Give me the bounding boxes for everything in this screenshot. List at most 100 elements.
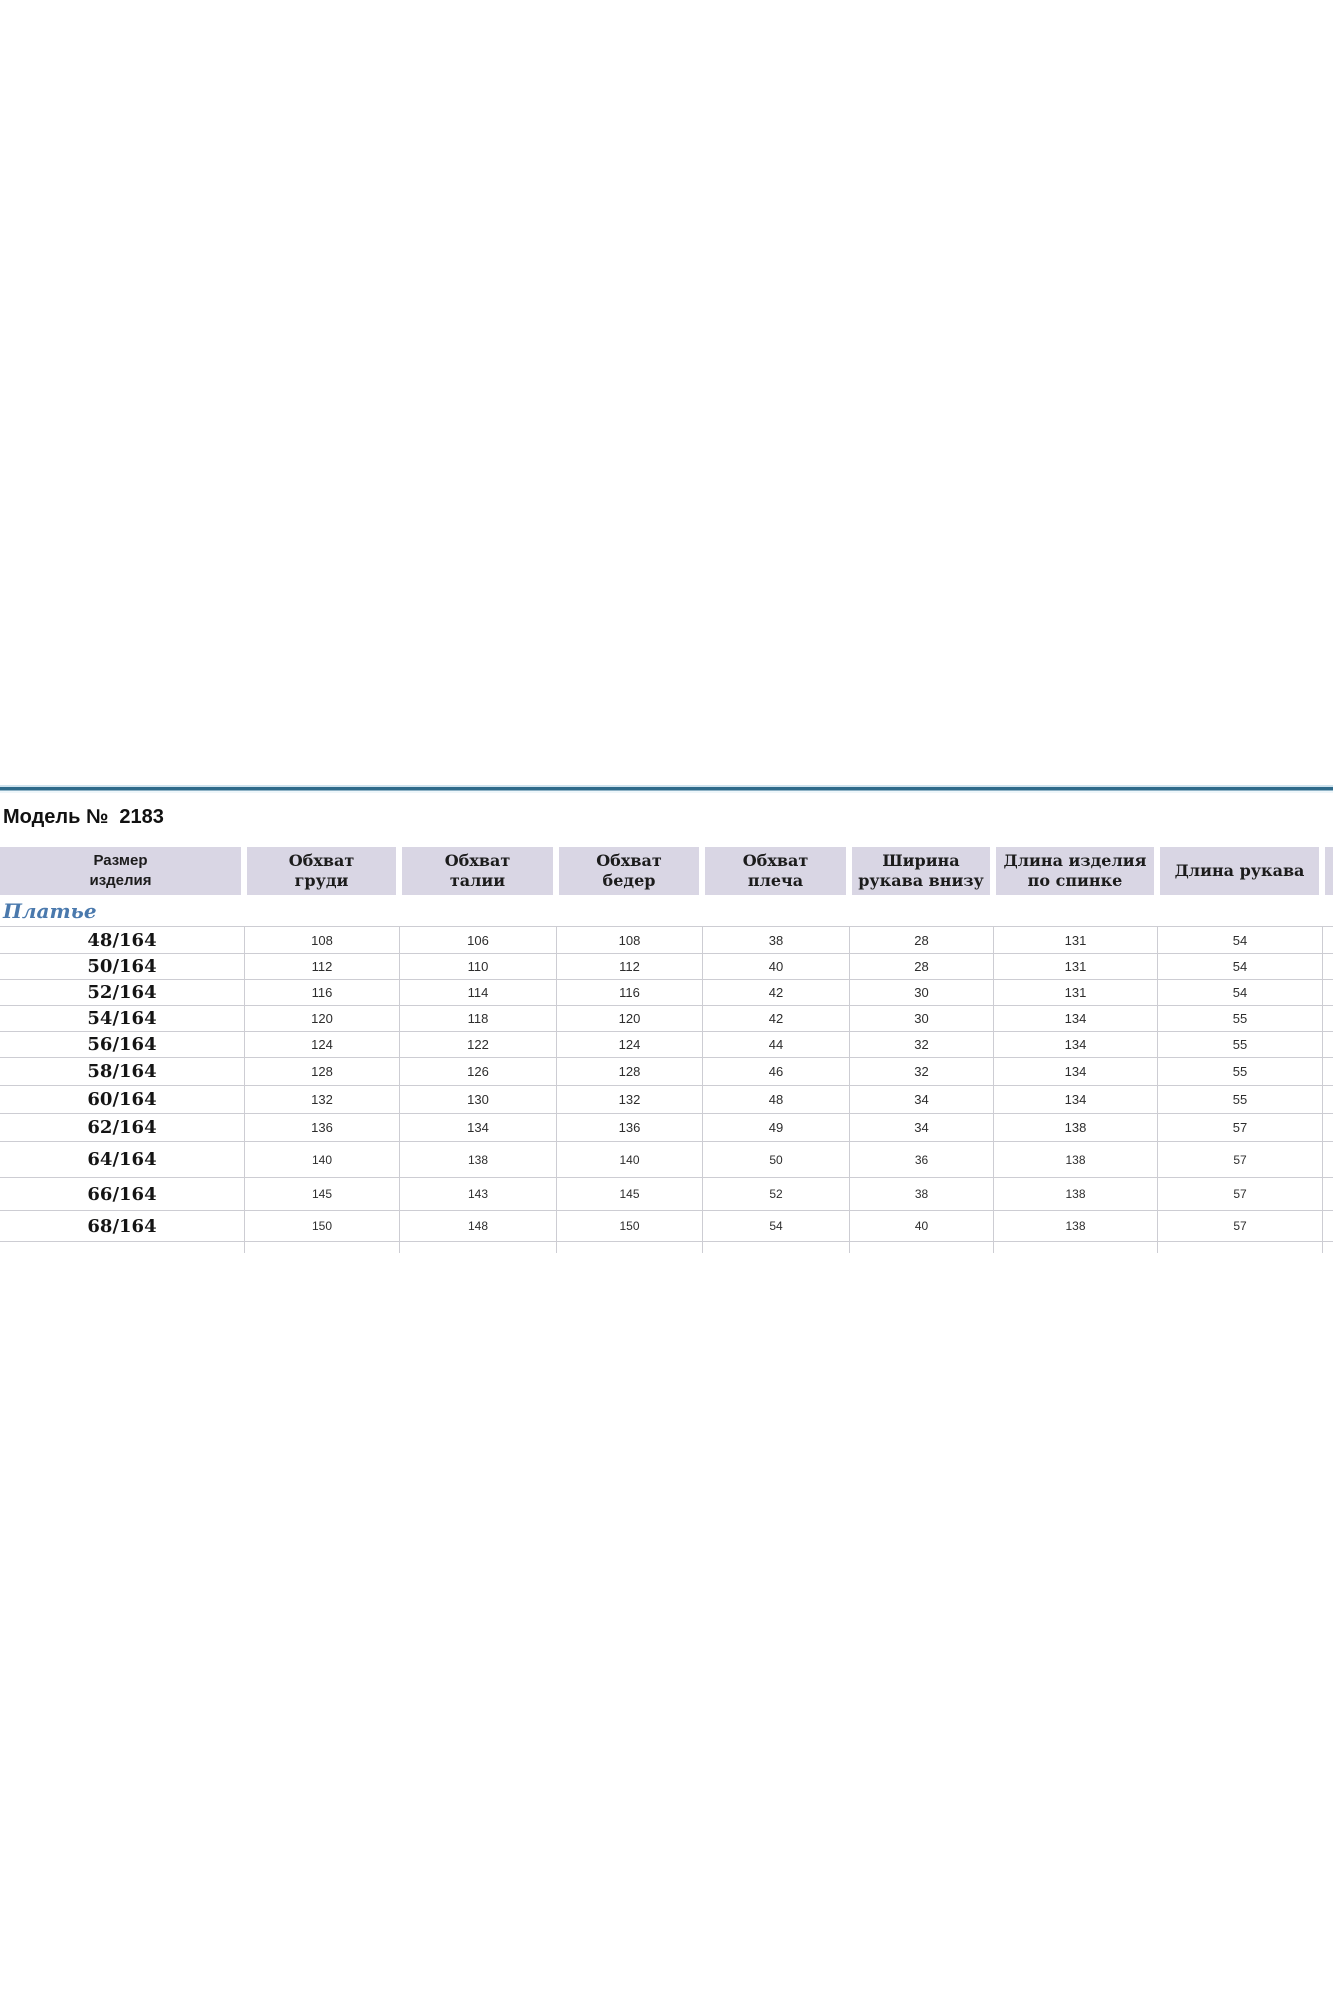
divider-line	[0, 787, 1333, 790]
stub-cell	[244, 1242, 399, 1253]
measurement-cell: 38	[849, 1178, 993, 1210]
measurement-cell: 112	[556, 954, 702, 979]
size-cell: 60/164	[87, 1089, 157, 1110]
size-cell: 54/164	[87, 1008, 157, 1029]
measurement-cell: 110	[399, 954, 556, 979]
measurement-cell: 57	[1157, 1211, 1322, 1241]
measurement-cell: 138	[993, 1114, 1157, 1141]
table-row: 52/164 116 114 116 42 30 131 54	[0, 980, 1333, 1006]
measurement-cell: 57	[1157, 1178, 1322, 1210]
row-sliver-cell	[1322, 1211, 1333, 1241]
measurement-cell: 42	[702, 1006, 849, 1031]
table-row: 62/164 136 134 136 49 34 138 57	[0, 1114, 1333, 1142]
column-header-7: Длина изделия по спинке	[993, 847, 1157, 895]
measurement-cell: 118	[399, 1006, 556, 1031]
measurement-cell: 140	[244, 1142, 399, 1177]
measurement-cell: 134	[993, 1032, 1157, 1057]
table-row: 66/164 145 143 145 52 38 138 57	[0, 1178, 1333, 1211]
measurement-cell: 55	[1157, 1006, 1322, 1031]
measurement-cell: 54	[1157, 927, 1322, 953]
measurement-cell: 30	[849, 1006, 993, 1031]
measurement-cell: 38	[702, 927, 849, 953]
measurement-cell: 140	[556, 1142, 702, 1177]
column-header-sliver	[1322, 847, 1333, 895]
measurement-cell: 34	[849, 1114, 993, 1141]
size-cell: 64/164	[87, 1149, 157, 1170]
stub-cell	[556, 1242, 702, 1253]
measurement-cell: 34	[849, 1086, 993, 1113]
column-header-5: Обхват плеча	[702, 847, 849, 895]
measurement-cell: 138	[993, 1211, 1157, 1241]
measurement-cell: 40	[849, 1211, 993, 1241]
measurement-cell: 145	[556, 1178, 702, 1210]
divider-fade	[0, 791, 1333, 793]
row-sliver-cell	[1322, 954, 1333, 979]
measurement-cell: 128	[244, 1058, 399, 1085]
stub-cell	[1157, 1242, 1322, 1253]
table-body: 48/164 108 106 108 38 28 131 54 50/164 112 110 112 4…	[0, 927, 1333, 1242]
measurement-cell: 150	[556, 1211, 702, 1241]
divider-shadow	[0, 790, 1333, 791]
measurement-cell: 116	[556, 980, 702, 1005]
measurement-cell: 54	[1157, 954, 1322, 979]
measurement-cell: 143	[399, 1178, 556, 1210]
measurement-cell: 114	[399, 980, 556, 1005]
column-header-4: Обхват бедер	[556, 847, 702, 895]
measurement-cell: 138	[993, 1178, 1157, 1210]
measurement-cell: 150	[244, 1211, 399, 1241]
measurement-cell: 124	[244, 1032, 399, 1057]
column-header-8: Длина рукава	[1157, 847, 1322, 895]
stub-cell	[0, 1242, 244, 1253]
measurement-cell: 28	[849, 927, 993, 953]
measurement-cell: 48	[702, 1086, 849, 1113]
measurement-cell: 55	[1157, 1058, 1322, 1085]
table-row: 68/164 150 148 150 54 40 138 57	[0, 1211, 1333, 1242]
measurement-cell: 136	[244, 1114, 399, 1141]
size-cell: 68/164	[87, 1215, 157, 1237]
measurement-cell: 124	[556, 1032, 702, 1057]
measurement-cell: 120	[244, 1006, 399, 1031]
measurement-cell: 126	[399, 1058, 556, 1085]
measurement-cell: 28	[849, 954, 993, 979]
size-cell: 52/164	[87, 982, 157, 1003]
measurement-cell: 40	[702, 954, 849, 979]
measurement-cell: 112	[244, 954, 399, 979]
measurement-cell: 134	[993, 1086, 1157, 1113]
measurement-cell: 49	[702, 1114, 849, 1141]
measurement-cell: 108	[556, 927, 702, 953]
measurement-cell: 50	[702, 1142, 849, 1177]
measurement-cell: 46	[702, 1058, 849, 1085]
table-row: 60/164 132 130 132 48 34 134 55	[0, 1086, 1333, 1114]
table-row: 48/164 108 106 108 38 28 131 54	[0, 927, 1333, 954]
measurement-cell: 54	[1157, 980, 1322, 1005]
column-header-2: Обхват груди	[244, 847, 399, 895]
table-row: 58/164 128 126 128 46 32 134 55	[0, 1058, 1333, 1086]
row-sliver-cell	[1322, 1114, 1333, 1141]
size-cell: 50/164	[87, 956, 157, 977]
stub-cell	[702, 1242, 849, 1253]
measurement-cell: 132	[244, 1086, 399, 1113]
column-header-1: Размер изделия	[0, 847, 244, 895]
measurement-cell: 134	[993, 1058, 1157, 1085]
row-sliver-cell	[1322, 927, 1333, 953]
measurement-cell: 44	[702, 1032, 849, 1057]
measurement-cell: 122	[399, 1032, 556, 1057]
table-row: 56/164 124 122 124 44 32 134 55	[0, 1032, 1333, 1058]
measurement-cell: 134	[399, 1114, 556, 1141]
divider-highlight	[0, 785, 1333, 787]
stub-cell	[399, 1242, 556, 1253]
section-label-dress: Платье	[0, 895, 1333, 927]
measurement-cell: 148	[399, 1211, 556, 1241]
measurement-cell: 120	[556, 1006, 702, 1031]
measurement-cell: 32	[849, 1032, 993, 1057]
row-sliver-cell	[1322, 1086, 1333, 1113]
column-header-3: Обхват талии	[399, 847, 556, 895]
column-header-6: Ширина рукава внизу	[849, 847, 993, 895]
measurement-cell: 138	[399, 1142, 556, 1177]
measurement-cell: 54	[702, 1211, 849, 1241]
size-cell: 58/164	[87, 1061, 157, 1082]
measurement-cell: 131	[993, 954, 1157, 979]
measurement-cell: 106	[399, 927, 556, 953]
size-cell: 66/164	[87, 1183, 157, 1205]
